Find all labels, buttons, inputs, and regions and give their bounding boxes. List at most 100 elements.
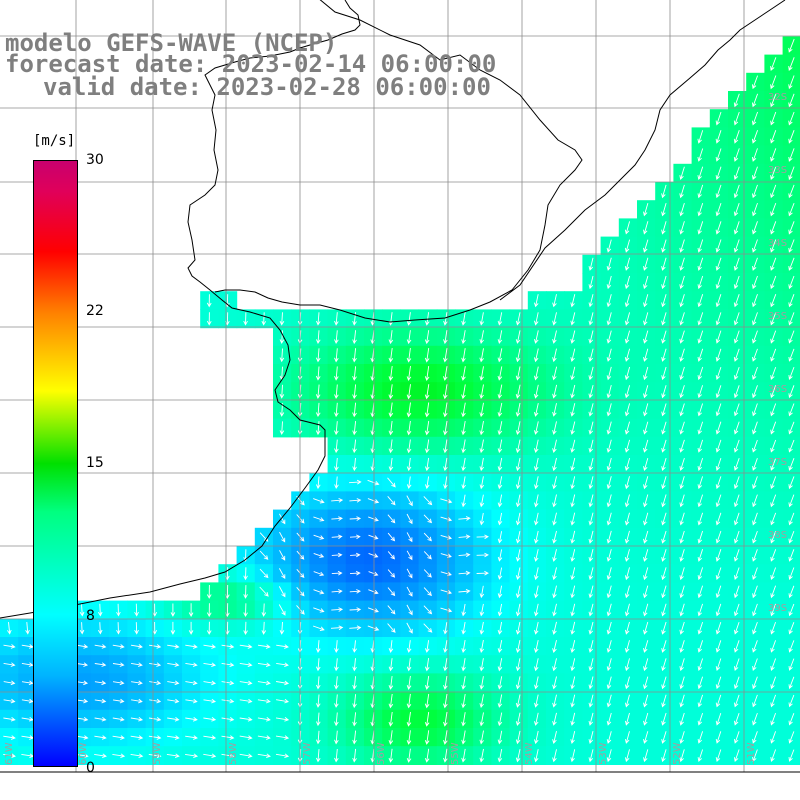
wind-arrow — [733, 549, 740, 562]
wind-arrow — [624, 640, 630, 653]
wind-arrow — [533, 712, 539, 726]
wind-arrow — [679, 257, 685, 271]
wind-arrow — [349, 570, 361, 576]
wind-arrow — [461, 312, 466, 326]
wind-arrow — [733, 458, 740, 471]
wind-arrow — [461, 658, 466, 672]
wind-arrow — [552, 694, 557, 708]
wind-arrow — [424, 693, 430, 709]
wind-arrow — [697, 257, 704, 271]
wind-arrow — [387, 605, 396, 615]
wind-arrow — [752, 366, 758, 380]
wind-arrow — [25, 622, 30, 635]
wind-arrow — [406, 439, 412, 454]
wind-arrow — [552, 476, 557, 490]
wind-arrow — [534, 530, 539, 544]
wind-arrow — [443, 312, 448, 326]
wind-arrow — [349, 607, 362, 612]
wind-arrow — [388, 384, 394, 400]
wind-arrow — [570, 749, 576, 763]
wind-arrow — [458, 534, 471, 539]
wind-arrow — [606, 512, 612, 526]
wind-arrow — [167, 717, 180, 722]
wind-arrow — [733, 202, 740, 217]
wind-arrow — [715, 130, 722, 144]
wind-arrow — [315, 640, 321, 653]
wind-arrow — [406, 675, 412, 690]
wind-arrow — [239, 753, 253, 759]
wind-arrow — [279, 550, 286, 561]
wind-arrow — [76, 735, 89, 740]
wind-arrow — [461, 476, 466, 490]
wind-arrow — [334, 348, 339, 363]
longitude-label: 57W — [302, 742, 313, 765]
wind-arrow — [388, 348, 394, 363]
wind-arrow — [149, 698, 162, 704]
wind-arrow — [533, 348, 539, 363]
wind-arrow — [367, 498, 380, 504]
wind-arrow — [570, 549, 576, 562]
wind-arrow — [770, 640, 777, 653]
wind-arrow — [352, 748, 357, 763]
wind-arrow — [406, 730, 412, 745]
wind-arrow — [570, 366, 576, 381]
wind-arrow — [624, 694, 630, 708]
wind-arrow — [112, 680, 125, 686]
wind-arrow — [715, 385, 722, 399]
wind-arrow — [552, 530, 557, 544]
wind-arrow — [661, 294, 667, 308]
wind-arrow — [275, 735, 290, 740]
wind-arrow — [552, 749, 557, 763]
wind-arrow — [661, 366, 667, 381]
wind-arrow — [697, 476, 704, 490]
wind-arrow — [315, 330, 321, 345]
wind-arrow — [97, 603, 103, 617]
wind-arrow — [788, 567, 795, 580]
wind-arrow — [552, 712, 557, 726]
wind-arrow — [131, 680, 143, 686]
wind-arrow — [643, 585, 649, 599]
wind-arrow — [770, 111, 777, 126]
wind-arrow — [334, 384, 339, 400]
wind-arrow — [534, 494, 539, 508]
wind-arrow — [221, 698, 235, 704]
wind-arrow — [21, 644, 34, 649]
wind-arrow — [715, 366, 722, 380]
wind-arrow — [770, 585, 777, 599]
wind-arrow — [679, 676, 685, 690]
wind-arrow — [130, 735, 144, 740]
wind-arrow — [661, 184, 667, 199]
wind-arrow — [352, 712, 357, 727]
wind-arrow — [442, 384, 448, 400]
wind-arrow — [406, 402, 412, 418]
wind-arrow — [770, 549, 777, 562]
wind-arrow — [552, 730, 557, 745]
wind-arrow — [606, 294, 612, 308]
wind-arrow — [479, 730, 484, 745]
longitude-label: 56W — [376, 742, 387, 765]
wind-arrow — [770, 294, 777, 308]
wind-arrow — [424, 730, 430, 745]
wind-arrow — [533, 730, 539, 745]
wind-arrow — [261, 621, 267, 635]
wind-arrow — [257, 753, 271, 759]
longitude-label: 52W — [672, 742, 683, 765]
wind-arrow — [661, 494, 667, 508]
wind-arrow — [733, 348, 740, 362]
wind-arrow — [534, 476, 539, 490]
wind-arrow — [279, 330, 285, 344]
wind-arrow — [239, 698, 253, 704]
longitude-label: 53W — [598, 742, 609, 765]
wind-arrow — [406, 457, 412, 472]
wind-arrow — [367, 625, 380, 631]
wind-arrow — [239, 735, 253, 740]
wind-arrow — [131, 698, 143, 704]
wind-arrow — [679, 202, 685, 217]
wind-arrow — [387, 587, 396, 597]
wind-arrow — [606, 439, 612, 453]
wind-arrow — [443, 439, 448, 454]
wind-arrow — [334, 712, 339, 727]
wind-arrow — [733, 403, 740, 417]
wind-arrow — [733, 385, 740, 399]
wind-arrow — [679, 439, 685, 453]
